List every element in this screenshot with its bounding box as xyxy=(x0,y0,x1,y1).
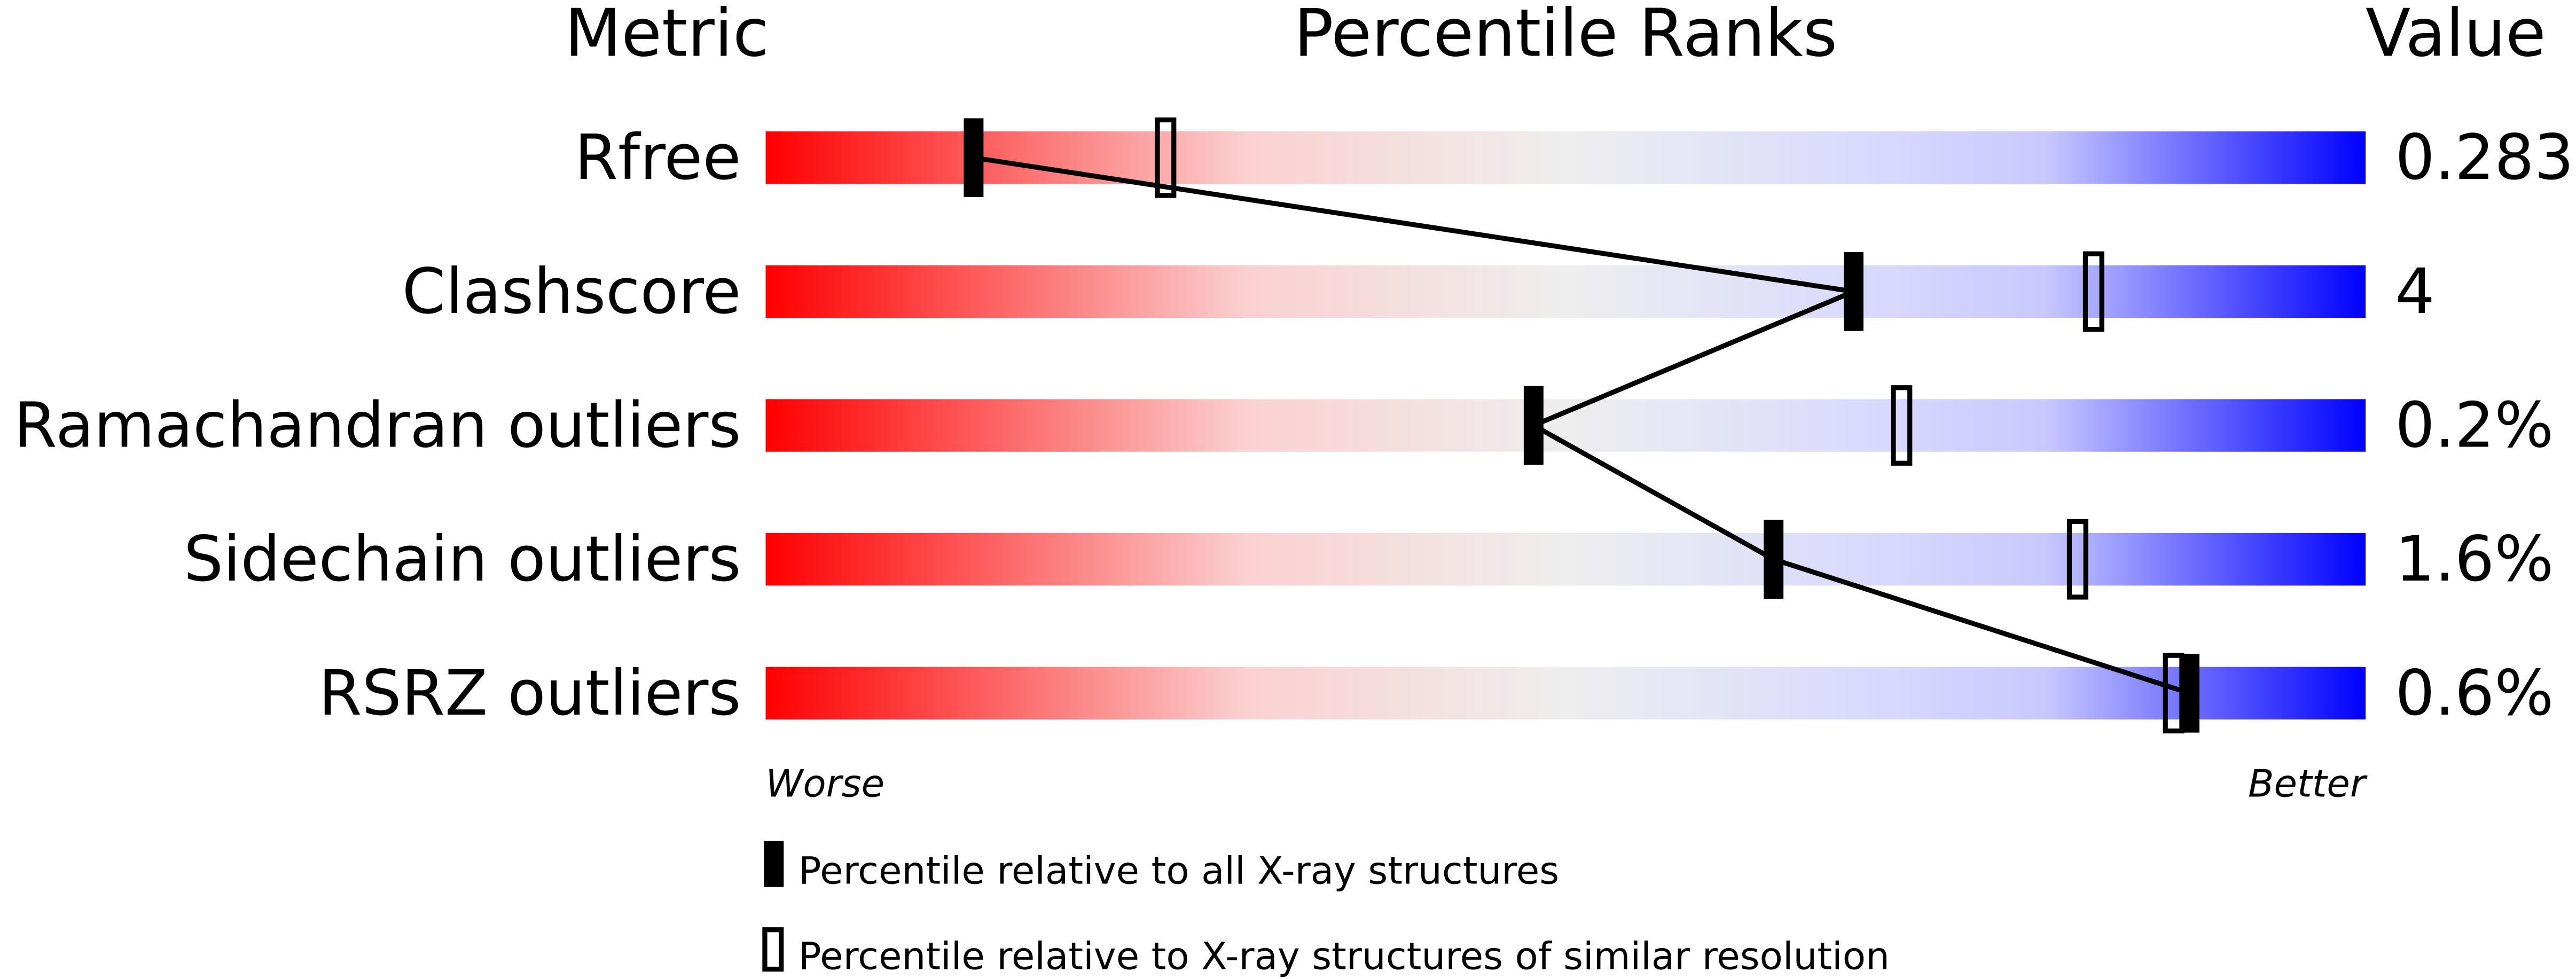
percentile-bar xyxy=(765,265,2366,318)
marker-all-structures xyxy=(964,118,984,198)
legend-open-marker xyxy=(762,927,784,972)
header-metric: Metric xyxy=(565,0,769,72)
header-percentile-ranks: Percentile Ranks xyxy=(1294,0,1837,72)
percentile-bar xyxy=(765,667,2366,720)
marker-similar-resolution xyxy=(1155,117,1177,198)
metric-label: Ramachandran outliers xyxy=(13,389,741,462)
marker-all-structures xyxy=(1764,520,1784,599)
marker-all-structures xyxy=(2180,654,2199,733)
legend-label-all: Percentile relative to all X-ray structu… xyxy=(798,849,1559,893)
axis-label-worse: Worse xyxy=(765,762,884,806)
percentile-bar xyxy=(765,131,2366,184)
marker-all-structures xyxy=(1523,386,1544,465)
metric-label: Sidechain outliers xyxy=(184,523,741,596)
metric-value: 0.6% xyxy=(2395,657,2554,730)
legend-label-similar: Percentile relative to X-ray structures … xyxy=(798,934,1890,978)
marker-similar-resolution xyxy=(1891,385,1913,466)
marker-similar-resolution xyxy=(2066,519,2088,600)
metric-value: 4 xyxy=(2395,255,2434,328)
header-value: Value xyxy=(2366,0,2546,72)
metric-value: 0.2% xyxy=(2395,389,2554,462)
metric-label: Clashscore xyxy=(402,255,741,328)
percentile-bar xyxy=(765,533,2366,586)
legend-filled-marker xyxy=(764,841,784,887)
metric-value: 1.6% xyxy=(2395,523,2554,596)
metric-label: RSRZ outliers xyxy=(318,657,741,730)
marker-similar-resolution xyxy=(2082,251,2104,332)
axis-label-better: Better xyxy=(2248,762,2368,806)
metric-value: 0.283 xyxy=(2395,121,2574,194)
metric-label: Rfree xyxy=(575,121,741,194)
marker-all-structures xyxy=(1844,252,1864,331)
